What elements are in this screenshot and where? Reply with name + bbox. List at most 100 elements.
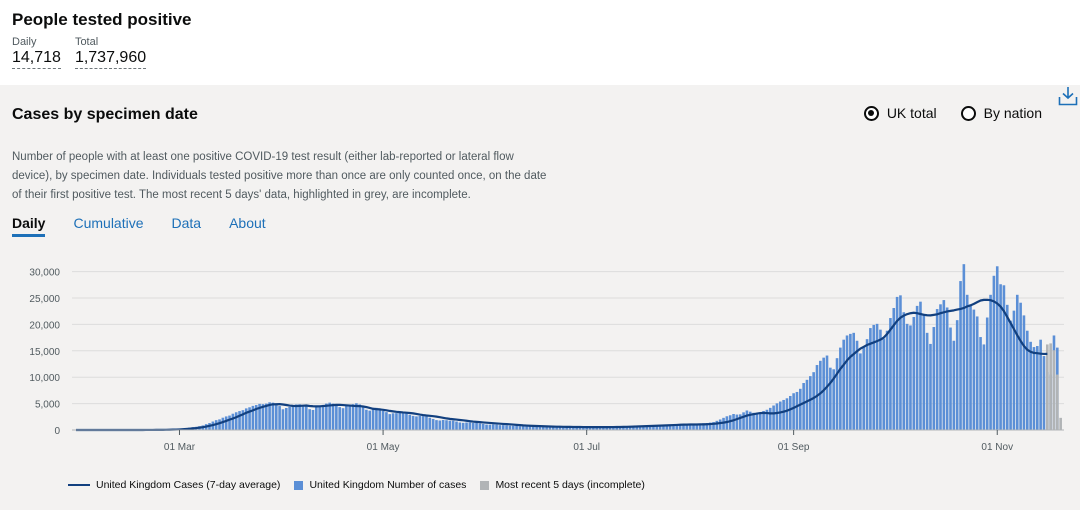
case-bar bbox=[705, 423, 709, 430]
radio-uk-total[interactable]: UK total bbox=[863, 105, 937, 121]
case-bar bbox=[732, 414, 735, 430]
case-bar bbox=[431, 418, 435, 430]
case-bar bbox=[295, 404, 298, 430]
legend-label-incomplete: Most recent 5 days (incomplete) bbox=[495, 479, 645, 491]
case-bar bbox=[448, 420, 452, 430]
case-bar bbox=[585, 427, 588, 430]
tab-about[interactable]: About bbox=[229, 215, 266, 231]
case-bar bbox=[985, 317, 989, 430]
case-bar bbox=[572, 427, 575, 430]
case-bar bbox=[391, 413, 395, 430]
case-bar bbox=[244, 408, 248, 430]
case-bar bbox=[802, 383, 805, 430]
case-bar bbox=[605, 426, 609, 430]
daily-value[interactable]: 14,718 bbox=[12, 48, 61, 69]
case-bar bbox=[488, 424, 492, 430]
case-bar bbox=[478, 423, 482, 430]
case-bar bbox=[371, 409, 375, 430]
case-bar bbox=[722, 417, 725, 430]
incomplete-bar bbox=[1052, 350, 1056, 430]
case-bar bbox=[805, 379, 809, 430]
case-bar bbox=[775, 403, 779, 430]
tab-daily[interactable]: Daily bbox=[12, 215, 46, 237]
case-bar bbox=[902, 312, 906, 430]
case-bar bbox=[965, 294, 969, 430]
case-bar bbox=[1015, 294, 1019, 430]
tab-data[interactable]: Data bbox=[171, 215, 202, 231]
case-bar bbox=[542, 426, 545, 430]
case-bar bbox=[258, 403, 261, 430]
case-bar bbox=[872, 324, 876, 430]
headline-stats: Daily 14,718 Total 1,737,960 bbox=[12, 36, 192, 69]
y-tick-label: 0 bbox=[54, 426, 60, 437]
case-bar bbox=[879, 329, 882, 430]
case-bar bbox=[819, 360, 822, 430]
case-bar bbox=[588, 427, 592, 430]
x-tick-label: 01 Sep bbox=[778, 442, 810, 453]
chart-description: Number of people with at least one posit… bbox=[12, 151, 547, 201]
case-bar bbox=[485, 424, 488, 430]
case-bar bbox=[815, 365, 819, 430]
case-bar bbox=[531, 426, 535, 430]
case-bar bbox=[455, 421, 458, 430]
case-bar bbox=[365, 409, 368, 430]
case-bar bbox=[865, 339, 869, 430]
case-bar bbox=[982, 344, 986, 430]
case-bar bbox=[1022, 315, 1026, 430]
case-bar bbox=[505, 425, 508, 430]
case-bar bbox=[839, 347, 842, 430]
case-bar bbox=[538, 426, 542, 430]
radio-circle-selected[interactable] bbox=[863, 105, 879, 121]
tab-cumulative[interactable]: Cumulative bbox=[73, 215, 144, 231]
case-bar bbox=[768, 407, 772, 430]
case-bar bbox=[568, 427, 572, 430]
case-bar bbox=[935, 309, 939, 430]
case-bar bbox=[348, 404, 351, 430]
total-stat[interactable]: Total 1,737,960 bbox=[74, 36, 147, 69]
case-bar bbox=[465, 422, 468, 430]
case-bar bbox=[608, 426, 612, 430]
daily-stat[interactable]: Daily 14,718 bbox=[12, 36, 61, 69]
card-title: Cases by specimen date bbox=[12, 106, 198, 123]
daily-label: Daily bbox=[12, 36, 37, 48]
case-bar bbox=[945, 307, 949, 430]
total-value[interactable]: 1,737,960 bbox=[74, 48, 147, 69]
case-bar bbox=[545, 426, 548, 430]
case-bar bbox=[518, 426, 522, 430]
case-bar bbox=[682, 424, 685, 430]
case-bar bbox=[341, 408, 345, 430]
case-bar bbox=[625, 426, 629, 430]
case-bar bbox=[575, 427, 578, 430]
x-tick-label: 01 Jul bbox=[573, 442, 600, 453]
case-bar bbox=[425, 416, 428, 430]
case-bar bbox=[695, 424, 699, 430]
case-bar bbox=[778, 401, 782, 430]
download-icon[interactable] bbox=[1058, 85, 1078, 107]
case-bar bbox=[535, 426, 538, 430]
incomplete-bar bbox=[1059, 417, 1062, 430]
case-bar bbox=[645, 425, 649, 430]
case-bar bbox=[1039, 339, 1042, 430]
case-bar bbox=[335, 405, 338, 430]
radio-circle[interactable] bbox=[960, 105, 976, 121]
case-bar bbox=[254, 405, 258, 430]
case-bar bbox=[915, 305, 919, 430]
legend-swatch-bars bbox=[294, 480, 304, 490]
case-bar bbox=[582, 427, 585, 430]
case-bar bbox=[291, 405, 295, 430]
chart-tabs: Daily Cumulative Data About bbox=[12, 215, 266, 237]
case-bar bbox=[799, 388, 802, 430]
case-bar bbox=[738, 414, 742, 430]
case-bar bbox=[221, 417, 225, 430]
case-bar bbox=[638, 425, 642, 430]
case-bar bbox=[949, 327, 952, 430]
case-bar bbox=[612, 426, 615, 430]
case-bar bbox=[905, 323, 909, 430]
radio-by-nation[interactable]: By nation bbox=[960, 105, 1042, 121]
case-bar bbox=[451, 420, 455, 430]
case-bar bbox=[825, 355, 829, 430]
case-bar bbox=[515, 425, 518, 430]
case-bar bbox=[979, 337, 982, 430]
case-bar bbox=[231, 413, 235, 430]
case-bar bbox=[1019, 302, 1022, 430]
